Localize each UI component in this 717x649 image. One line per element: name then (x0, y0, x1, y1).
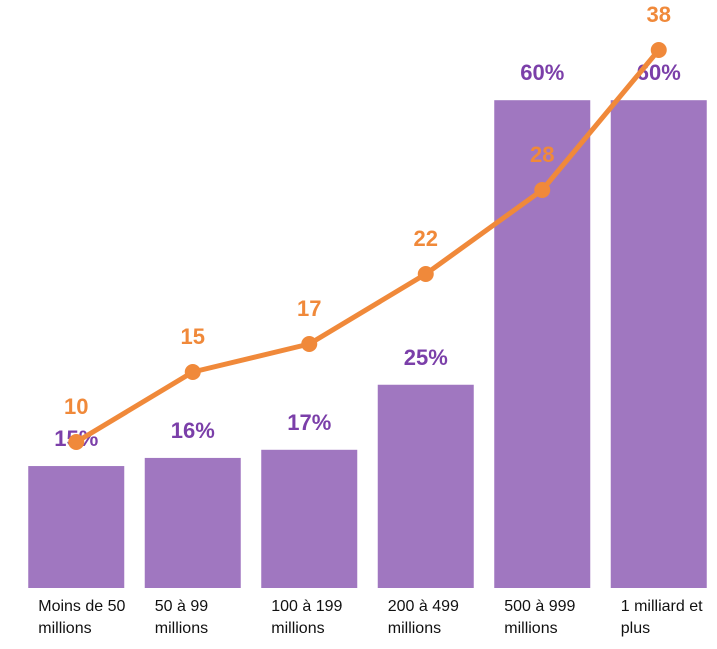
bar (377, 384, 474, 588)
bar (261, 449, 358, 588)
line-value-label: 22 (414, 226, 438, 251)
bar-value-label: 60% (520, 60, 564, 85)
bar (144, 457, 241, 588)
line-point (184, 364, 201, 380)
x-tick-label: 100 à 199 millions (271, 598, 343, 637)
line-point (417, 266, 434, 282)
x-tick-label: 50 à 99 millions (154, 598, 209, 637)
line-point (68, 434, 85, 450)
bar-value-label: 60% (637, 60, 681, 85)
x-tick-label: 500 à 999 millions (504, 598, 576, 637)
bar (494, 100, 591, 588)
bar (28, 466, 125, 588)
bar-value-label: 17% (287, 410, 331, 435)
x-tick-label: 1 milliard et plus (620, 598, 703, 637)
bar-value-label: 25% (404, 345, 448, 370)
x-tick-label: 200 à 499 millions (387, 598, 459, 637)
line-value-label: 15 (181, 324, 205, 349)
line-value-label: 38 (647, 2, 671, 27)
line-point (650, 42, 667, 58)
line-point (534, 182, 551, 198)
x-tick-label: Moins de 50 millions (38, 598, 126, 637)
line-value-label: 28 (530, 142, 554, 167)
line-point (301, 336, 318, 352)
bar-value-label: 16% (171, 418, 215, 443)
line (74, 48, 661, 445)
line-value-label: 17 (297, 296, 321, 321)
line-value-label: 10 (64, 394, 88, 419)
bar (610, 100, 707, 588)
